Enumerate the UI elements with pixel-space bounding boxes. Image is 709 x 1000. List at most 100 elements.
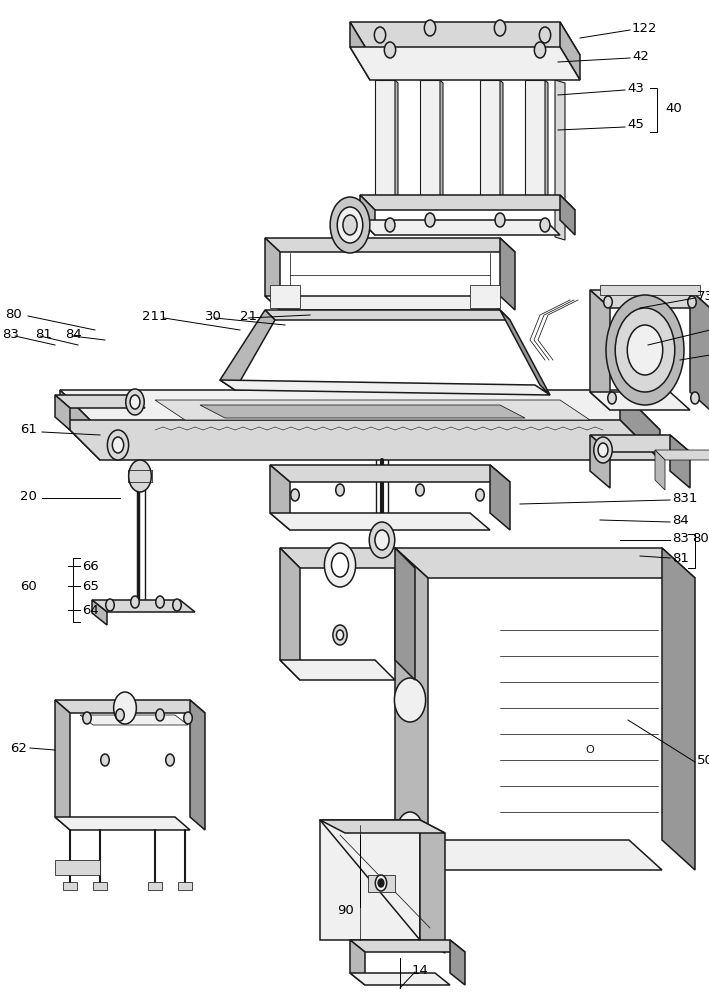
Polygon shape xyxy=(545,80,548,198)
Polygon shape xyxy=(375,80,395,195)
Polygon shape xyxy=(265,310,510,320)
Polygon shape xyxy=(92,600,107,625)
Polygon shape xyxy=(350,22,580,55)
Polygon shape xyxy=(80,715,188,725)
Polygon shape xyxy=(63,882,77,890)
Polygon shape xyxy=(560,22,580,80)
Polygon shape xyxy=(92,600,195,612)
Polygon shape xyxy=(395,840,662,870)
Circle shape xyxy=(374,27,386,43)
Circle shape xyxy=(166,754,174,766)
Text: 80: 80 xyxy=(692,532,709,546)
Polygon shape xyxy=(280,660,395,680)
Circle shape xyxy=(593,437,612,463)
Circle shape xyxy=(540,27,551,43)
Text: 20: 20 xyxy=(20,489,37,502)
Polygon shape xyxy=(60,420,660,460)
Polygon shape xyxy=(360,220,560,235)
Polygon shape xyxy=(670,435,690,488)
Circle shape xyxy=(540,218,550,232)
Polygon shape xyxy=(350,47,580,80)
Polygon shape xyxy=(55,817,190,830)
Polygon shape xyxy=(148,882,162,890)
Circle shape xyxy=(116,709,124,721)
Circle shape xyxy=(330,197,370,253)
Circle shape xyxy=(397,812,423,848)
Circle shape xyxy=(106,599,114,611)
Circle shape xyxy=(130,596,139,608)
Polygon shape xyxy=(420,80,440,195)
Polygon shape xyxy=(360,195,575,210)
Polygon shape xyxy=(220,310,275,390)
Text: O: O xyxy=(586,745,594,755)
Polygon shape xyxy=(350,940,465,952)
Text: 21: 21 xyxy=(240,310,257,323)
Polygon shape xyxy=(500,80,503,198)
Text: 60: 60 xyxy=(20,580,37,593)
Circle shape xyxy=(394,678,425,722)
Polygon shape xyxy=(55,395,145,408)
Polygon shape xyxy=(450,940,465,985)
Polygon shape xyxy=(350,22,370,80)
Polygon shape xyxy=(55,700,205,713)
Circle shape xyxy=(101,754,109,766)
Text: 62: 62 xyxy=(10,742,27,754)
Circle shape xyxy=(125,389,144,415)
Circle shape xyxy=(495,213,505,227)
Polygon shape xyxy=(280,548,300,680)
Polygon shape xyxy=(590,290,709,308)
Polygon shape xyxy=(590,435,690,452)
Polygon shape xyxy=(395,548,415,680)
Text: 73: 73 xyxy=(697,290,709,303)
Polygon shape xyxy=(600,285,700,295)
Circle shape xyxy=(494,20,506,36)
Text: 43: 43 xyxy=(627,82,644,95)
Text: 40: 40 xyxy=(665,102,682,114)
Polygon shape xyxy=(350,973,450,985)
Polygon shape xyxy=(655,450,709,460)
Polygon shape xyxy=(220,380,550,395)
Text: 81: 81 xyxy=(35,328,52,341)
Polygon shape xyxy=(270,465,290,530)
Text: 66: 66 xyxy=(82,559,99,572)
Polygon shape xyxy=(395,80,398,198)
Circle shape xyxy=(415,484,424,496)
Text: 81: 81 xyxy=(672,552,689,564)
Polygon shape xyxy=(350,940,365,985)
Text: 65: 65 xyxy=(82,579,99,592)
Text: 14: 14 xyxy=(411,964,428,976)
Text: 211: 211 xyxy=(142,310,167,323)
Circle shape xyxy=(332,553,349,577)
Text: 42: 42 xyxy=(632,49,649,62)
Text: 90: 90 xyxy=(337,904,353,916)
Circle shape xyxy=(156,596,164,608)
Polygon shape xyxy=(470,285,500,308)
Circle shape xyxy=(343,215,357,235)
Polygon shape xyxy=(440,80,443,198)
Circle shape xyxy=(128,460,151,492)
Text: 83: 83 xyxy=(2,328,19,341)
Text: 80: 80 xyxy=(5,308,22,320)
Polygon shape xyxy=(265,296,500,310)
Polygon shape xyxy=(420,820,445,953)
Polygon shape xyxy=(662,548,695,870)
Circle shape xyxy=(375,530,389,550)
Polygon shape xyxy=(500,238,515,310)
Polygon shape xyxy=(590,290,610,410)
Circle shape xyxy=(598,443,608,457)
Text: 64: 64 xyxy=(82,603,99,616)
Polygon shape xyxy=(555,80,565,240)
Circle shape xyxy=(156,709,164,721)
Polygon shape xyxy=(178,882,192,890)
Polygon shape xyxy=(525,80,545,195)
Polygon shape xyxy=(360,195,375,235)
Polygon shape xyxy=(620,390,660,460)
Polygon shape xyxy=(655,450,665,490)
Circle shape xyxy=(424,20,435,36)
Polygon shape xyxy=(560,195,575,235)
Circle shape xyxy=(83,712,91,724)
Polygon shape xyxy=(270,285,300,308)
Circle shape xyxy=(378,879,384,887)
Circle shape xyxy=(113,692,136,724)
Circle shape xyxy=(184,712,192,724)
